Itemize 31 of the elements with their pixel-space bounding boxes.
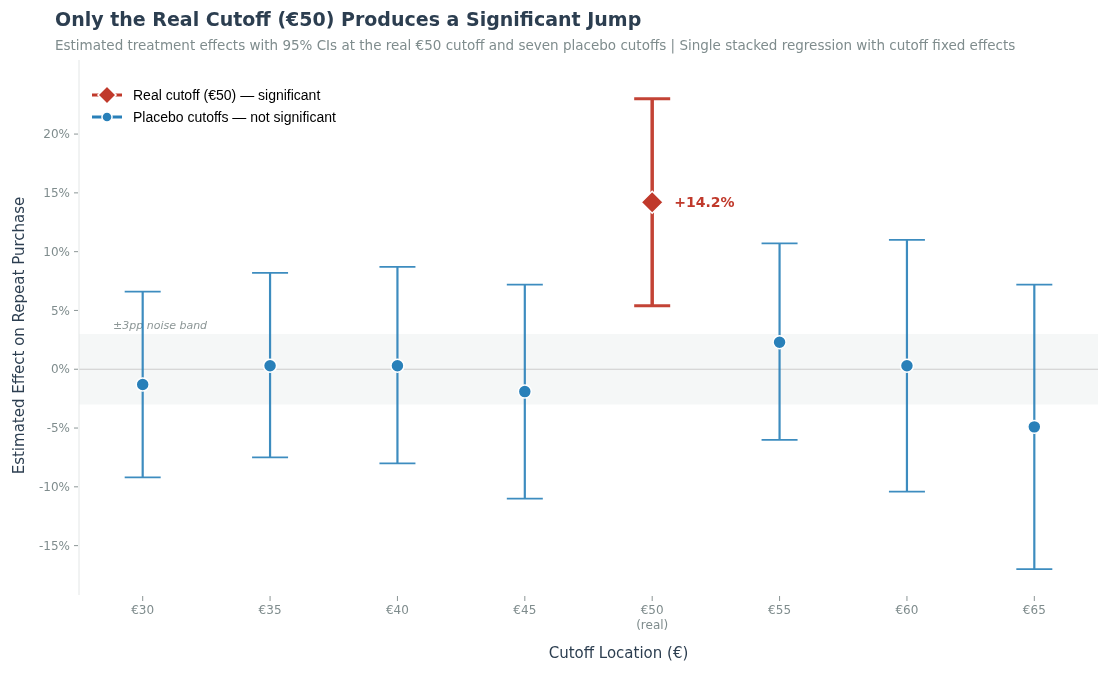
y-tick-label: 20% [43, 127, 70, 142]
y-axis-title: Estimated Effect on Repeat Purchase [10, 196, 28, 475]
y-tick-label: 0% [50, 362, 70, 377]
x-axis-title: Cutoff Location (€) [548, 644, 689, 662]
point [390, 358, 405, 373]
x-tick-label: €55 [768, 603, 792, 617]
y-tick-label: 10% [43, 244, 70, 259]
x-tick-label: €40 [385, 603, 409, 617]
point [135, 377, 150, 392]
chart-subtitle: Estimated treatment effects with 95% CIs at the real €50 cutoff and seven placebo cutoffs | Single stacked regression with cutoff fixed effects [55, 37, 1016, 54]
point [772, 334, 787, 350]
x-tick-label: €30 [131, 603, 155, 617]
y-tick-label: 5% [50, 303, 70, 318]
x-tick-label: €45 [513, 603, 537, 617]
legend-label: Placebo cutoffs — not significant [133, 108, 336, 125]
x-tick-label: €60 [895, 603, 919, 617]
x-tick-label: €35 [258, 603, 282, 617]
data-label: +14.2% [674, 194, 735, 211]
x-tick-label: €50 (real) [636, 603, 669, 632]
y-tick-label: -10% [38, 480, 70, 495]
y-tick-label: 15% [43, 186, 70, 201]
legend-label: Real cutoff (€50) — significant [133, 86, 321, 103]
point [517, 384, 533, 399]
point [899, 358, 915, 373]
chart-title: Only the Real Cutoff (€50) Produces a Significant Jump [55, 8, 642, 30]
y-tick-label: -5% [46, 421, 70, 436]
point [640, 190, 664, 215]
y-tick-label: -15% [38, 538, 70, 553]
x-tick-label: €65 [1022, 603, 1046, 617]
point [262, 358, 278, 373]
point [1027, 419, 1042, 435]
